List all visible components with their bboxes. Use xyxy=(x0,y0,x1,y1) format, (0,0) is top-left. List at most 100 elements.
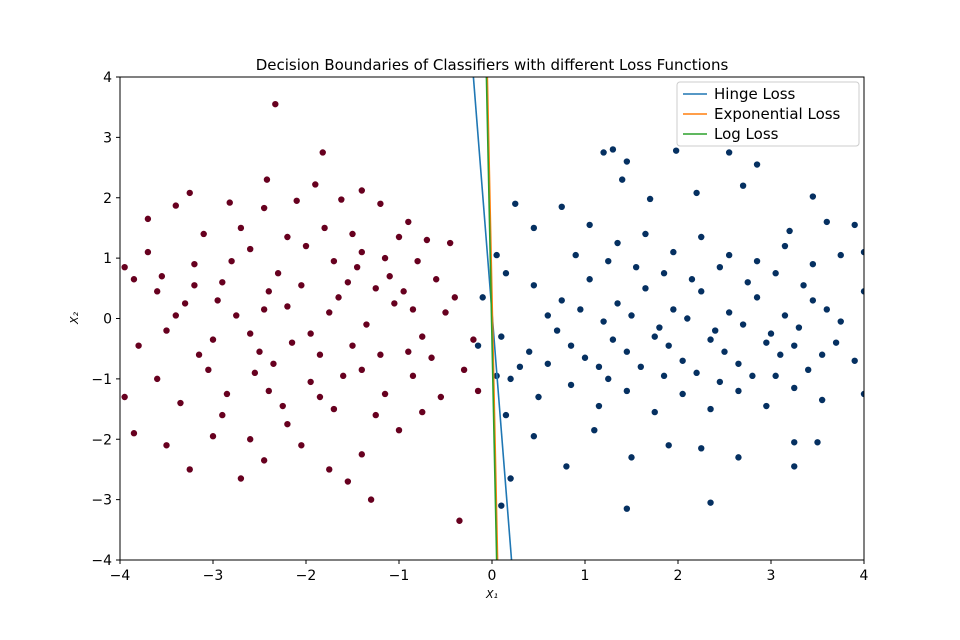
scatter-point-class-1-63 xyxy=(706,405,715,414)
x-tick-label: −3 xyxy=(203,568,224,584)
scatter-point-class-0-50 xyxy=(357,365,366,374)
y-tick-label: −2 xyxy=(91,432,112,448)
scatter-point-class-0-21 xyxy=(301,242,310,251)
legend-label: Hinge Loss xyxy=(714,85,796,103)
scatter-point-class-1-61 xyxy=(650,408,659,417)
scatter-point-class-1-59 xyxy=(594,402,603,411)
scatter-point-class-0-81 xyxy=(371,284,380,293)
scatter-point-class-0-37 xyxy=(362,320,371,329)
series-line-exponential-loss xyxy=(486,77,499,560)
scatter-point-class-1-123 xyxy=(543,359,552,368)
scatter-point-class-1-18 xyxy=(613,239,622,248)
scatter-point-class-0-70 xyxy=(236,223,245,232)
scatter-point-class-0-106 xyxy=(408,305,417,314)
scatter-point-class-1-96 xyxy=(771,269,780,278)
scatter-point-class-1-17 xyxy=(585,220,594,229)
x-axis: −4 −3 −2 −1 0 1 2 3 4 xyxy=(110,560,869,584)
scatter-point-class-1-41 xyxy=(860,287,864,296)
scatter-layer xyxy=(120,100,864,525)
scatter-point-class-1-24 xyxy=(780,242,789,251)
scatter-point-class-1-58 xyxy=(567,380,576,389)
scatter-point-class-0-4 xyxy=(185,188,194,197)
scatter-point-class-0-44 xyxy=(204,365,213,374)
scatter-point-class-0-96 xyxy=(357,450,366,459)
scatter-point-class-1-68 xyxy=(860,389,864,398)
scatter-point-class-0-17 xyxy=(190,260,199,269)
y-tick-label: −3 xyxy=(91,493,112,509)
scatter-point-class-0-101 xyxy=(260,305,269,314)
scatter-point-class-1-11 xyxy=(785,226,794,235)
y-tick-label: 1 xyxy=(103,251,112,267)
scatter-point-class-1-54 xyxy=(832,338,841,347)
scatter-point-class-0-18 xyxy=(218,278,227,287)
scatter-point-class-0-12 xyxy=(404,217,413,226)
scatter-point-class-1-117 xyxy=(790,341,799,350)
scatter-point-class-0-85 xyxy=(269,359,278,368)
scatter-point-class-1-101 xyxy=(627,311,636,320)
scatter-point-class-0-3 xyxy=(311,180,320,189)
scatter-point-class-0-91 xyxy=(264,386,273,395)
scatter-point-class-1-116 xyxy=(762,338,771,347)
scatter-point-class-0-9 xyxy=(225,198,234,207)
scatter-point-class-1-95 xyxy=(743,278,752,287)
scatter-point-class-0-2 xyxy=(262,175,271,184)
scatter-point-class-0-79 xyxy=(297,281,306,290)
scatter-point-class-1-89 xyxy=(571,251,580,260)
scatter-point-class-0-95 xyxy=(246,435,255,444)
scatter-point-class-1-107 xyxy=(794,323,803,332)
scatter-point-class-1-105 xyxy=(739,320,748,329)
scatter-point-class-0-89 xyxy=(427,353,436,362)
scatter-point-class-0-45 xyxy=(222,389,231,398)
scatter-point-class-0-78 xyxy=(264,287,273,296)
scatter-point-class-0-14 xyxy=(120,263,129,272)
scatter-point-class-1-0 xyxy=(599,148,608,157)
scatter-point-class-1-50 xyxy=(720,347,729,356)
scatter-point-class-0-73 xyxy=(348,229,357,238)
scatter-point-class-0-68 xyxy=(394,426,403,435)
scatter-point-class-1-121 xyxy=(715,377,724,386)
scatter-point-class-0-62 xyxy=(325,465,334,474)
legend-box xyxy=(676,81,860,147)
scatter-point-class-1-56 xyxy=(506,374,515,383)
scatter-point-class-1-86 xyxy=(478,293,487,302)
x-tick-label: −1 xyxy=(389,568,410,584)
scatter-point-class-0-30 xyxy=(181,299,190,308)
scatter-point-class-1-14 xyxy=(511,199,520,208)
scatter-point-class-0-93 xyxy=(371,411,380,420)
scatter-point-class-0-87 xyxy=(348,341,357,350)
scatter-point-class-0-31 xyxy=(208,335,217,344)
x-tick-label: 1 xyxy=(581,568,590,584)
scatter-point-class-0-7 xyxy=(143,214,152,223)
scatter-point-class-1-98 xyxy=(543,311,552,320)
scatter-point-class-0-39 xyxy=(418,332,427,341)
scatter-point-class-1-23 xyxy=(753,257,762,266)
scatter-point-class-0-47 xyxy=(278,402,287,411)
y-tick-label: −1 xyxy=(91,372,112,388)
scatter-point-class-1-93 xyxy=(687,275,696,284)
scatter-point-class-0-108 xyxy=(460,365,469,374)
scatter-point-class-0-25 xyxy=(413,257,422,266)
scatter-point-class-1-43 xyxy=(525,347,534,356)
scatter-point-class-0-65 xyxy=(455,516,464,525)
scatter-point-class-0-99 xyxy=(190,281,199,290)
scatter-point-class-0-92 xyxy=(315,392,324,401)
scatter-point-class-1-62 xyxy=(678,389,687,398)
scatter-point-class-0-88 xyxy=(376,350,385,359)
scatter-point-class-1-119 xyxy=(604,374,613,383)
scatter-point-class-1-112 xyxy=(650,332,659,341)
scatter-point-class-1-80 xyxy=(622,504,631,513)
scatter-point-class-0-90 xyxy=(218,411,227,420)
scatter-point-class-0-35 xyxy=(306,329,315,338)
scatter-point-class-1-122 xyxy=(771,371,780,380)
scatter-point-class-1-12 xyxy=(822,217,831,226)
scatter-point-class-0-109 xyxy=(404,347,413,356)
scatter-point-class-1-87 xyxy=(492,251,501,260)
scatter-point-class-0-107 xyxy=(450,293,459,302)
scatter-point-class-1-25 xyxy=(808,260,817,269)
scatter-point-class-1-3 xyxy=(618,175,627,184)
scatter-point-class-1-100 xyxy=(599,317,608,326)
scatter-point-class-1-28 xyxy=(501,269,510,278)
scatter-point-class-1-47 xyxy=(636,362,645,371)
scatter-point-class-1-46 xyxy=(608,335,617,344)
scatter-point-class-0-104 xyxy=(353,263,362,272)
